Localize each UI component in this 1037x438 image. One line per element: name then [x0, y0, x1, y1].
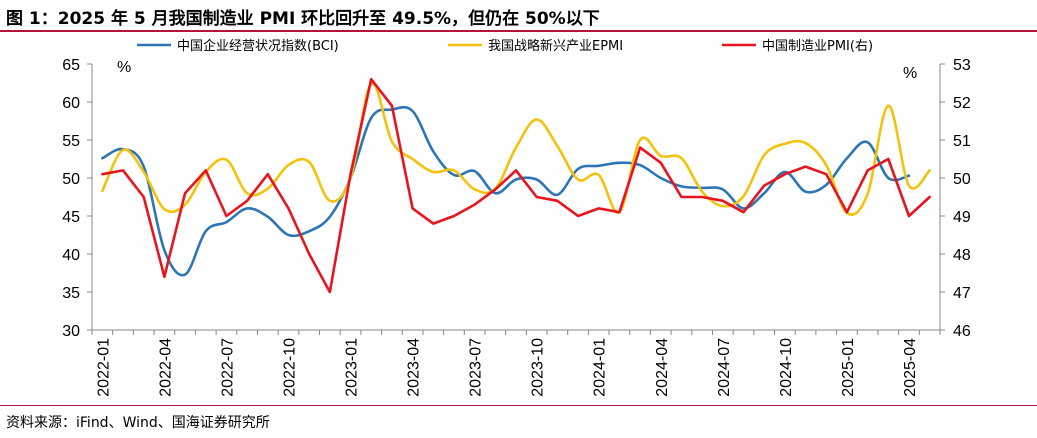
legend-label: 中国企业经营状况指数(BCI) [177, 38, 339, 54]
right-y-tick-label: 51 [953, 133, 971, 150]
left-y-tick-label: 55 [62, 133, 80, 150]
right-axis-unit: % [903, 65, 917, 82]
bci-series-line [101, 105, 911, 277]
pmi-series-line [101, 77, 931, 294]
source-note: 资料来源：iFind、Wind、国海证券研究所 [6, 415, 270, 431]
x-tick-label: 2023-07 [468, 338, 485, 397]
right-y-tick-label: 53 [953, 57, 971, 74]
left-y-tick-label: 65 [62, 57, 80, 74]
x-tick-label: 2022-04 [157, 338, 174, 397]
right-y-tick-label: 52 [953, 95, 971, 112]
left-y-tick-label: 60 [62, 95, 80, 112]
chart-legend: 中国企业经营状况指数(BCI) 我国战略新兴产业EPMI 中国制造业PMI(右) [137, 38, 873, 54]
right-y-tick-label: 48 [953, 247, 971, 264]
x-tick-label: 2024-07 [716, 338, 733, 397]
x-tick-label: 2022-01 [95, 338, 112, 397]
source-divider [0, 405, 1037, 406]
chart-series [101, 77, 931, 294]
right-y-tick-label: 49 [953, 209, 971, 226]
left-y-tick-label: 50 [62, 171, 80, 188]
chart-axes: 30 35 40 45 50 55 60 65 46 47 48 49 50 51 52 53% % 2022-0… [62, 57, 971, 397]
x-tick-label: 2022-10 [281, 338, 298, 397]
x-tick-label: 2025-04 [902, 338, 919, 397]
x-tick-label: 2023-01 [344, 338, 361, 397]
right-y-tick-label: 50 [953, 171, 971, 188]
legend-label: 我国战略新兴产业EPMI [488, 38, 623, 54]
x-tick-label: 2023-04 [406, 338, 423, 397]
x-tick-label: 2025-01 [840, 338, 857, 397]
left-y-tick-label: 30 [62, 323, 80, 340]
title-divider [0, 30, 1037, 32]
epmi-series-line [101, 82, 931, 216]
x-tick-label: 2023-10 [530, 338, 547, 397]
left-y-tick-label: 45 [62, 209, 80, 226]
figure-title: 图 1：2025 年 5 月我国制造业 PMI 环比回升至 49.5%，但仍在 … [6, 9, 600, 29]
x-tick-label: 2024-04 [654, 338, 671, 397]
legend-label: 中国制造业PMI(右) [762, 39, 873, 54]
left-y-tick-label: 35 [62, 285, 80, 302]
right-y-tick-label: 46 [953, 323, 971, 340]
left-y-tick-label: 40 [62, 247, 80, 264]
left-axis-unit: % [117, 59, 131, 76]
x-tick-label: 2022-07 [219, 338, 236, 397]
pmi-line-chart: 30 35 40 45 50 55 60 65 46 47 48 49 50 51 52 53% % 2022-0… [62, 38, 971, 397]
right-y-tick-label: 47 [953, 285, 971, 302]
x-tick-label: 2024-01 [592, 338, 609, 397]
x-tick-label: 2024-10 [778, 338, 795, 397]
